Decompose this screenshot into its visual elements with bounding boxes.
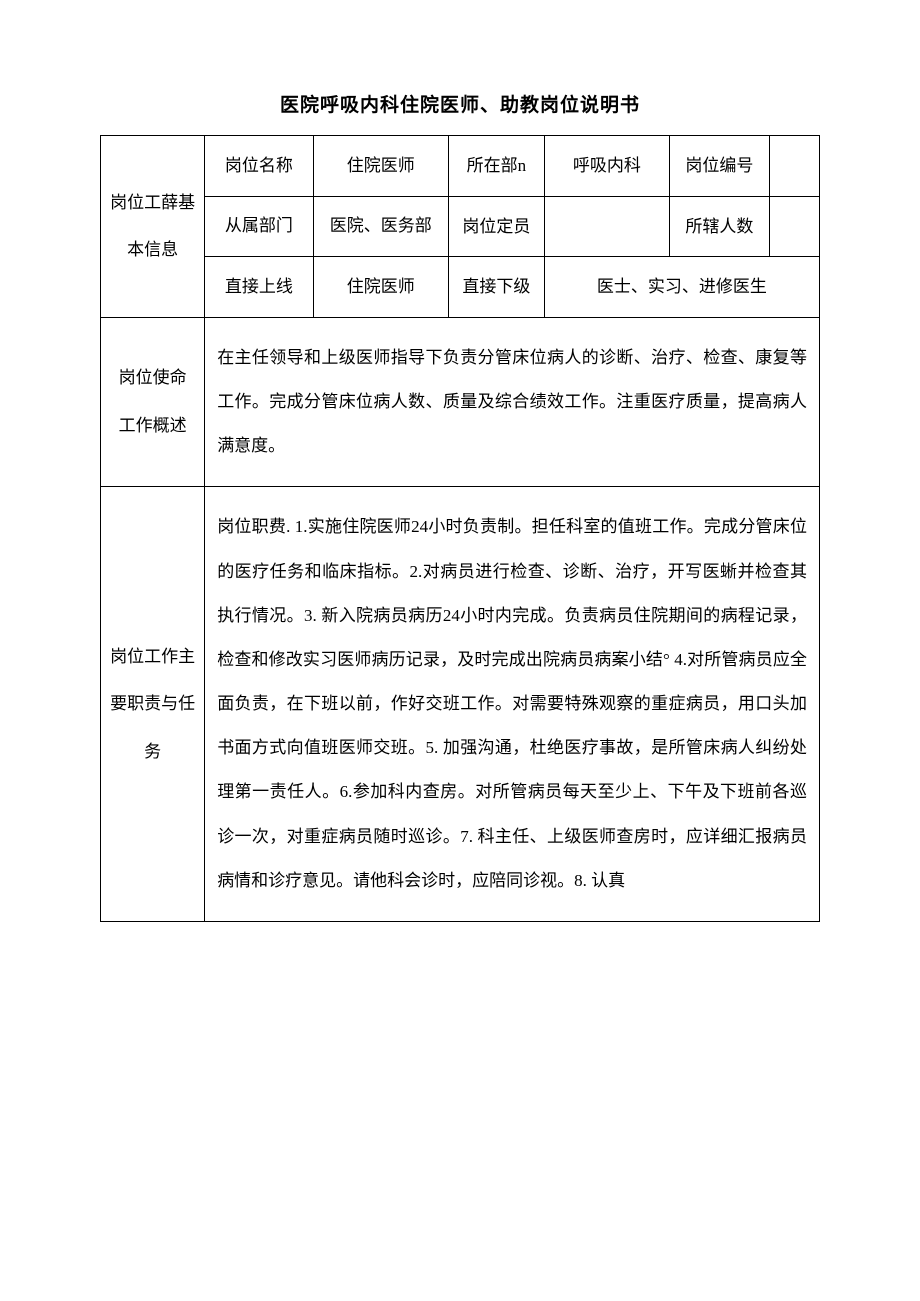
cell-label: 岗位名称 — [205, 136, 313, 197]
cell-value — [769, 196, 819, 257]
job-description-table: 岗位工薛基本信息 岗位名称 住院医师 所在部n 呼吸内科 岗位编号 从属部门 医… — [100, 135, 820, 922]
table-row: 直接上线 住院医师 直接下级 医士、实习、进修医生 — [101, 257, 820, 318]
section-label-basic-info: 岗位工薛基本信息 — [101, 136, 205, 318]
cell-value — [544, 196, 669, 257]
table-row: 岗位工作主要职责与任务 岗位职费. 1.实施住院医师24小时负责制。担任科室的值… — [101, 487, 820, 922]
cell-label: 所在部n — [449, 136, 545, 197]
cell-value: 住院医师 — [313, 136, 448, 197]
table-row: 从属部门 医院、医务部 岗位定员 所辖人数 — [101, 196, 820, 257]
cell-value: 医士、实习、进修医生 — [544, 257, 819, 318]
cell-value: 住院医师 — [313, 257, 448, 318]
cell-value — [769, 136, 819, 197]
cell-label: 直接下级 — [449, 257, 545, 318]
cell-label: 所辖人数 — [669, 196, 769, 257]
cell-value: 医院、医务部 — [313, 196, 448, 257]
cell-label: 直接上线 — [205, 257, 313, 318]
duties-body: 岗位职费. 1.实施住院医师24小时负责制。担任科室的值班工作。完成分管床位的医… — [205, 487, 820, 922]
table-row: 岗位使命 工作概述 在主任领导和上级医师指导下负责分管床位病人的诊断、治疗、检查… — [101, 317, 820, 487]
cell-label: 岗位编号 — [669, 136, 769, 197]
document-title: 医院呼吸内科住院医师、助教岗位说明书 — [100, 90, 820, 117]
cell-label: 从属部门 — [205, 196, 313, 257]
cell-value: 呼吸内科 — [544, 136, 669, 197]
mission-label-1: 岗位使命 — [105, 354, 200, 402]
table-row: 岗位工薛基本信息 岗位名称 住院医师 所在部n 呼吸内科 岗位编号 — [101, 136, 820, 197]
mission-label-2: 工作概述 — [105, 402, 200, 450]
section-label-mission: 岗位使命 工作概述 — [101, 317, 205, 487]
section-label-duties: 岗位工作主要职责与任务 — [101, 487, 205, 922]
cell-label: 岗位定员 — [449, 196, 545, 257]
mission-body: 在主任领导和上级医师指导下负责分管床位病人的诊断、治疗、检查、康复等工作。完成分… — [205, 317, 820, 487]
